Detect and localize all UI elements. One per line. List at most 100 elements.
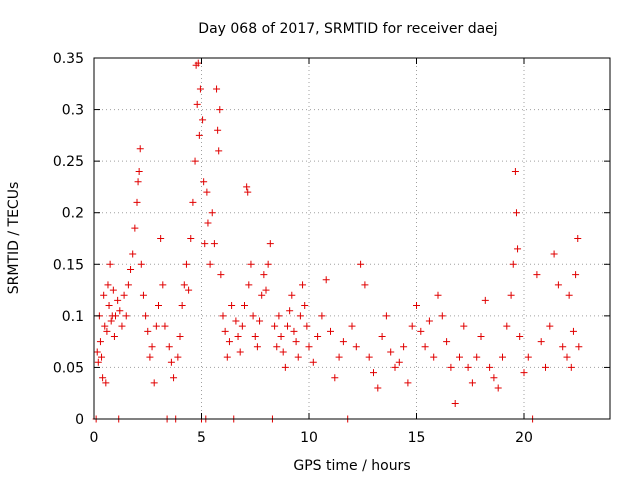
x-tick-label: 10 bbox=[300, 430, 318, 446]
data-point bbox=[193, 100, 201, 108]
data-point bbox=[286, 307, 294, 315]
data-point bbox=[238, 322, 246, 330]
data-point bbox=[98, 353, 106, 361]
data-point bbox=[271, 322, 279, 330]
data-point bbox=[563, 353, 571, 361]
plot-frame bbox=[93, 57, 611, 420]
data-point bbox=[514, 245, 522, 253]
data-point bbox=[142, 312, 150, 320]
y-axis-title: SRMTID / TECUs bbox=[6, 182, 22, 295]
x-tick-label: 15 bbox=[408, 430, 426, 446]
data-point bbox=[327, 327, 334, 335]
data-point bbox=[494, 384, 502, 392]
data-point bbox=[481, 296, 489, 304]
data-point bbox=[443, 338, 451, 346]
data-point bbox=[159, 281, 167, 289]
data-point bbox=[245, 281, 253, 289]
data-point bbox=[213, 85, 221, 93]
data-point bbox=[537, 338, 545, 346]
data-point bbox=[299, 281, 307, 289]
data-point bbox=[217, 271, 225, 279]
data-point bbox=[176, 332, 184, 340]
data-point bbox=[116, 307, 124, 315]
data-point bbox=[189, 198, 197, 206]
data-point bbox=[490, 374, 498, 382]
data-point bbox=[129, 250, 137, 258]
data-point bbox=[456, 353, 463, 361]
data-point bbox=[370, 369, 377, 377]
data-point bbox=[473, 353, 481, 361]
data-point bbox=[165, 343, 173, 351]
data-point bbox=[249, 312, 257, 320]
data-point bbox=[425, 317, 433, 325]
data-point bbox=[374, 384, 382, 392]
data-point bbox=[107, 317, 115, 325]
data-point bbox=[309, 358, 317, 366]
data-point bbox=[152, 322, 160, 330]
data-point bbox=[524, 353, 532, 361]
data-point bbox=[150, 379, 158, 387]
data-point bbox=[214, 126, 222, 134]
data-point bbox=[554, 281, 562, 289]
data-point bbox=[241, 302, 248, 310]
data-point bbox=[292, 338, 300, 346]
data-point bbox=[294, 353, 302, 361]
y-tick-label: 0.25 bbox=[53, 154, 84, 170]
data-point bbox=[275, 312, 283, 320]
data-point bbox=[264, 260, 272, 268]
data-point bbox=[100, 291, 108, 299]
data-point bbox=[387, 348, 395, 356]
data-point bbox=[464, 363, 472, 371]
data-point bbox=[512, 209, 520, 217]
data-point bbox=[102, 379, 110, 387]
data-point bbox=[260, 271, 268, 279]
data-point bbox=[136, 145, 144, 153]
data-point bbox=[243, 183, 251, 191]
data-point bbox=[468, 379, 476, 387]
data-point bbox=[421, 343, 429, 351]
data-point bbox=[258, 291, 266, 299]
data-point bbox=[361, 281, 369, 289]
axis-ticks: 0 0.05 0.1 0.15 0.2 0.25 0.3 0.35 0 5 10 15 20 bbox=[53, 51, 610, 446]
data-point bbox=[434, 291, 442, 299]
data-point bbox=[206, 260, 214, 268]
data-point bbox=[290, 327, 298, 335]
data-point bbox=[277, 332, 285, 340]
data-point bbox=[118, 322, 126, 330]
data-point bbox=[174, 353, 182, 361]
data-point bbox=[550, 250, 558, 258]
data-point bbox=[382, 312, 390, 320]
data-point bbox=[131, 224, 139, 232]
y-tick-label: 0 bbox=[75, 412, 84, 428]
data-point bbox=[516, 332, 524, 340]
data-point bbox=[335, 353, 343, 361]
data-point bbox=[120, 291, 128, 299]
data-point bbox=[103, 327, 111, 335]
data-point bbox=[112, 312, 119, 320]
data-point bbox=[139, 291, 147, 299]
data-point bbox=[574, 235, 582, 242]
data-point bbox=[565, 291, 573, 299]
data-point bbox=[438, 312, 446, 320]
data-point bbox=[301, 302, 309, 310]
x-axis-title: GPS time / hours bbox=[293, 458, 410, 474]
data-point bbox=[105, 302, 113, 310]
data-point bbox=[391, 363, 399, 371]
data-point bbox=[486, 363, 494, 371]
y-tick-label: 0.3 bbox=[62, 103, 84, 119]
data-point bbox=[365, 353, 373, 361]
data-point bbox=[127, 265, 135, 273]
data-point bbox=[357, 260, 365, 268]
data-point bbox=[219, 312, 227, 320]
data-point bbox=[503, 322, 511, 330]
data-point bbox=[195, 131, 203, 139]
data-point bbox=[460, 322, 468, 330]
data-point bbox=[567, 363, 575, 371]
chart-title: Day 068 of 2017, SRMTID for receiver dae… bbox=[198, 21, 497, 37]
data-point bbox=[279, 348, 287, 356]
data-point bbox=[228, 302, 236, 310]
data-point bbox=[180, 281, 188, 289]
data-point bbox=[352, 343, 360, 351]
data-point bbox=[134, 178, 142, 186]
